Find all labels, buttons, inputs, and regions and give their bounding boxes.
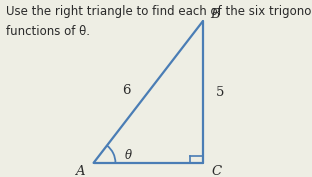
Text: 5: 5 xyxy=(216,85,224,99)
Text: B: B xyxy=(210,8,220,21)
Text: functions of θ.: functions of θ. xyxy=(6,25,90,38)
Text: C: C xyxy=(212,165,222,177)
Text: 6: 6 xyxy=(122,84,131,97)
Text: A: A xyxy=(75,165,84,177)
Text: Use the right triangle to find each of the six trigonometric: Use the right triangle to find each of t… xyxy=(6,5,312,18)
Text: θ: θ xyxy=(124,149,131,162)
